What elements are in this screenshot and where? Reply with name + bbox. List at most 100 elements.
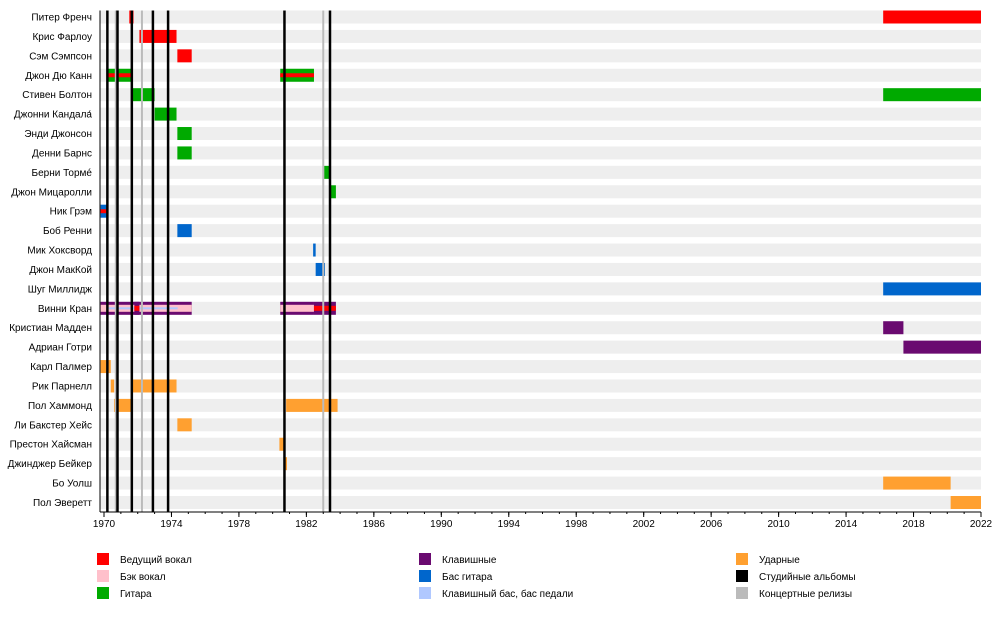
member-name: Энди Джонсон <box>24 129 92 140</box>
row-band <box>100 10 981 24</box>
row-band <box>100 127 981 141</box>
bar-drums <box>950 496 981 509</box>
legend-label: Клавишные <box>442 555 497 566</box>
bar-bass <box>315 262 325 276</box>
row-band <box>100 107 981 121</box>
x-tick-label: 1986 <box>363 519 386 530</box>
bar-lead-vocal <box>883 10 981 24</box>
bar-bass <box>313 243 316 257</box>
bar-drums <box>177 418 192 432</box>
member-name: Ли Бакстер Хейс <box>14 420 92 431</box>
legend-label: Студийные альбомы <box>759 571 856 583</box>
member-name: Питер Френч <box>31 13 92 24</box>
member-name: Мик Хоксворд <box>27 246 92 257</box>
member-name: Бо Уолш <box>52 479 92 490</box>
row-band <box>100 243 981 257</box>
row-band <box>100 282 981 296</box>
row-band <box>100 88 981 102</box>
member-name: Кристиан Мадден <box>9 323 92 334</box>
x-tick-label: 1990 <box>430 519 453 530</box>
legend-label: Бас гитара <box>442 572 493 583</box>
bar-lead-vocal <box>100 209 109 214</box>
member-name: Карл Палмер <box>30 362 92 373</box>
member-name: Престон Хайсман <box>10 440 92 451</box>
x-tick-label: 2018 <box>902 519 925 530</box>
x-tick-label: 2014 <box>835 519 858 530</box>
member-name: Крис Фарлоу <box>32 32 92 43</box>
legend-label: Клавишный бас, бас педали <box>442 588 573 600</box>
bar-bass <box>177 224 192 238</box>
bar-lead-vocal <box>139 29 177 43</box>
x-tick-label: 2006 <box>700 519 723 530</box>
bar-guitar <box>154 107 177 121</box>
row-bands <box>100 10 981 509</box>
member-labels: Питер Френч Крис Фарлоу Сэм Сэмпсон Джон Дю… <box>8 13 93 510</box>
legend-label: Бэк вокал <box>120 572 166 583</box>
member-name: Джонни Кандала́ <box>14 109 93 120</box>
member-name: Адриан Готри <box>29 343 92 354</box>
bar-guitar <box>329 185 336 199</box>
x-tick-label: 1994 <box>498 519 521 530</box>
legend: Ведущий вокал Бэк вокал Гитара Клавишные Бас… <box>97 553 856 600</box>
row-band <box>100 49 981 63</box>
member-name: Ник Грэм <box>50 207 92 218</box>
member-name: Боб Ренни <box>43 225 92 237</box>
bar-drums <box>883 476 951 490</box>
bar-keyboards <box>883 321 904 335</box>
row-band <box>100 457 981 471</box>
bar-guitar <box>324 165 331 179</box>
bar-drums <box>100 360 111 374</box>
row-band <box>100 165 981 179</box>
row-band <box>100 301 981 315</box>
row-band <box>100 496 981 509</box>
member-name: Сэм Сэмпсон <box>29 51 92 62</box>
x-tick-label: 2002 <box>633 519 656 530</box>
x-tick-label: 1978 <box>228 519 251 530</box>
bar-lead-vocal <box>108 73 131 78</box>
row-band <box>100 224 981 238</box>
legend-swatch-keyboard-bass <box>419 587 431 599</box>
legend-swatch-backing-vocal <box>97 570 109 582</box>
row-band <box>100 379 981 393</box>
legend-label: Ведущий вокал <box>120 555 192 566</box>
bar-guitar <box>883 88 981 102</box>
bar-bass <box>883 282 981 296</box>
row-band <box>100 68 981 82</box>
legend-swatch-keyboards <box>419 553 431 565</box>
x-tick-label: 2010 <box>767 519 790 530</box>
x-tick-label: 1998 <box>565 519 588 530</box>
legend-swatch-lead-vocal <box>97 553 109 565</box>
member-name: Джинджер Бейкер <box>8 459 93 470</box>
bar-guitar <box>177 146 192 160</box>
bar-drums <box>284 457 287 471</box>
bar-backing-vocal <box>280 304 314 312</box>
legend-swatch-bass <box>419 570 431 582</box>
row-band <box>100 146 981 160</box>
bar-drums <box>110 379 115 393</box>
bar-drums <box>279 437 285 451</box>
row-band <box>100 204 981 218</box>
bar-lead-vocal <box>313 305 336 311</box>
member-name: Берни Тормé <box>32 168 93 179</box>
bar-keyboard-bass <box>108 307 178 310</box>
bar-drums <box>286 398 338 412</box>
row-band <box>100 340 981 354</box>
member-name: Джон МакКой <box>29 265 92 276</box>
row-band <box>100 29 981 43</box>
bar-lead-vocal <box>280 73 314 78</box>
member-name: Винни Кран <box>38 304 92 315</box>
row-band <box>100 418 981 432</box>
legend-label: Ударные <box>759 555 800 566</box>
row-band <box>100 398 981 412</box>
row-band <box>100 321 981 335</box>
member-name: Пол Хаммонд <box>28 401 92 412</box>
member-name: Рик Парнелл <box>32 381 92 392</box>
legend-label: Концертные релизы <box>759 589 852 600</box>
bar-keyboards <box>903 340 981 354</box>
member-name: Стивен Болтон <box>22 90 92 101</box>
legend-swatch-live-releases <box>736 587 748 599</box>
bar-lead-vocal <box>134 305 140 311</box>
bar-guitar <box>177 127 192 141</box>
legend-swatch-drums <box>736 553 748 565</box>
x-tick-label: 1982 <box>295 519 318 530</box>
